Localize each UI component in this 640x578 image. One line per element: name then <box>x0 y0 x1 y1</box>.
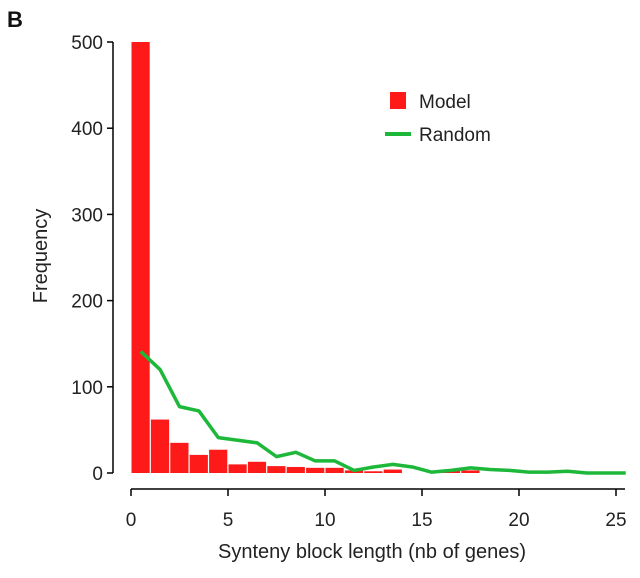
model-bars <box>131 42 596 473</box>
model-bar <box>247 461 267 473</box>
model-bar <box>131 42 150 473</box>
legend-model-label: Model <box>419 92 471 113</box>
model-bar <box>209 449 228 473</box>
y-tick-label: 100 <box>71 378 103 399</box>
y-tick-label: 500 <box>71 33 103 54</box>
model-bar <box>325 467 344 473</box>
y-tick-label: 400 <box>71 119 103 140</box>
legend-random-label: Random <box>419 125 491 146</box>
x-tick-label: 5 <box>223 510 234 531</box>
model-bar <box>461 470 480 473</box>
model-bar <box>306 467 325 473</box>
x-axis-label: Synteny block length (nb of genes) <box>218 541 526 563</box>
model-bar <box>189 454 208 473</box>
x-tick-label: 0 <box>126 510 137 531</box>
y-tick-label: 200 <box>71 292 103 313</box>
x-tick-label: 10 <box>314 510 335 531</box>
y-tick-label: 0 <box>92 464 103 485</box>
x-tick-label: 15 <box>411 510 432 531</box>
model-bar <box>228 464 247 473</box>
panel-label: B <box>7 7 23 32</box>
model-bar <box>150 419 170 473</box>
model-bar <box>170 442 189 473</box>
y-tick-label: 300 <box>71 205 103 226</box>
model-bar <box>364 471 383 473</box>
model-bar <box>267 466 286 473</box>
legend: Model Random <box>385 92 491 146</box>
x-tick-label: 20 <box>508 510 529 531</box>
y-axis: 0 100 200 300 400 500 <box>71 33 114 485</box>
legend-model-swatch <box>390 92 406 109</box>
model-bar <box>383 469 402 473</box>
model-bar <box>286 466 305 473</box>
y-axis-label: Frequency <box>30 209 52 304</box>
random-line <box>139 350 626 475</box>
x-tick-label: 25 <box>605 510 626 531</box>
x-axis: 0 5 10 15 20 25 <box>126 488 627 531</box>
